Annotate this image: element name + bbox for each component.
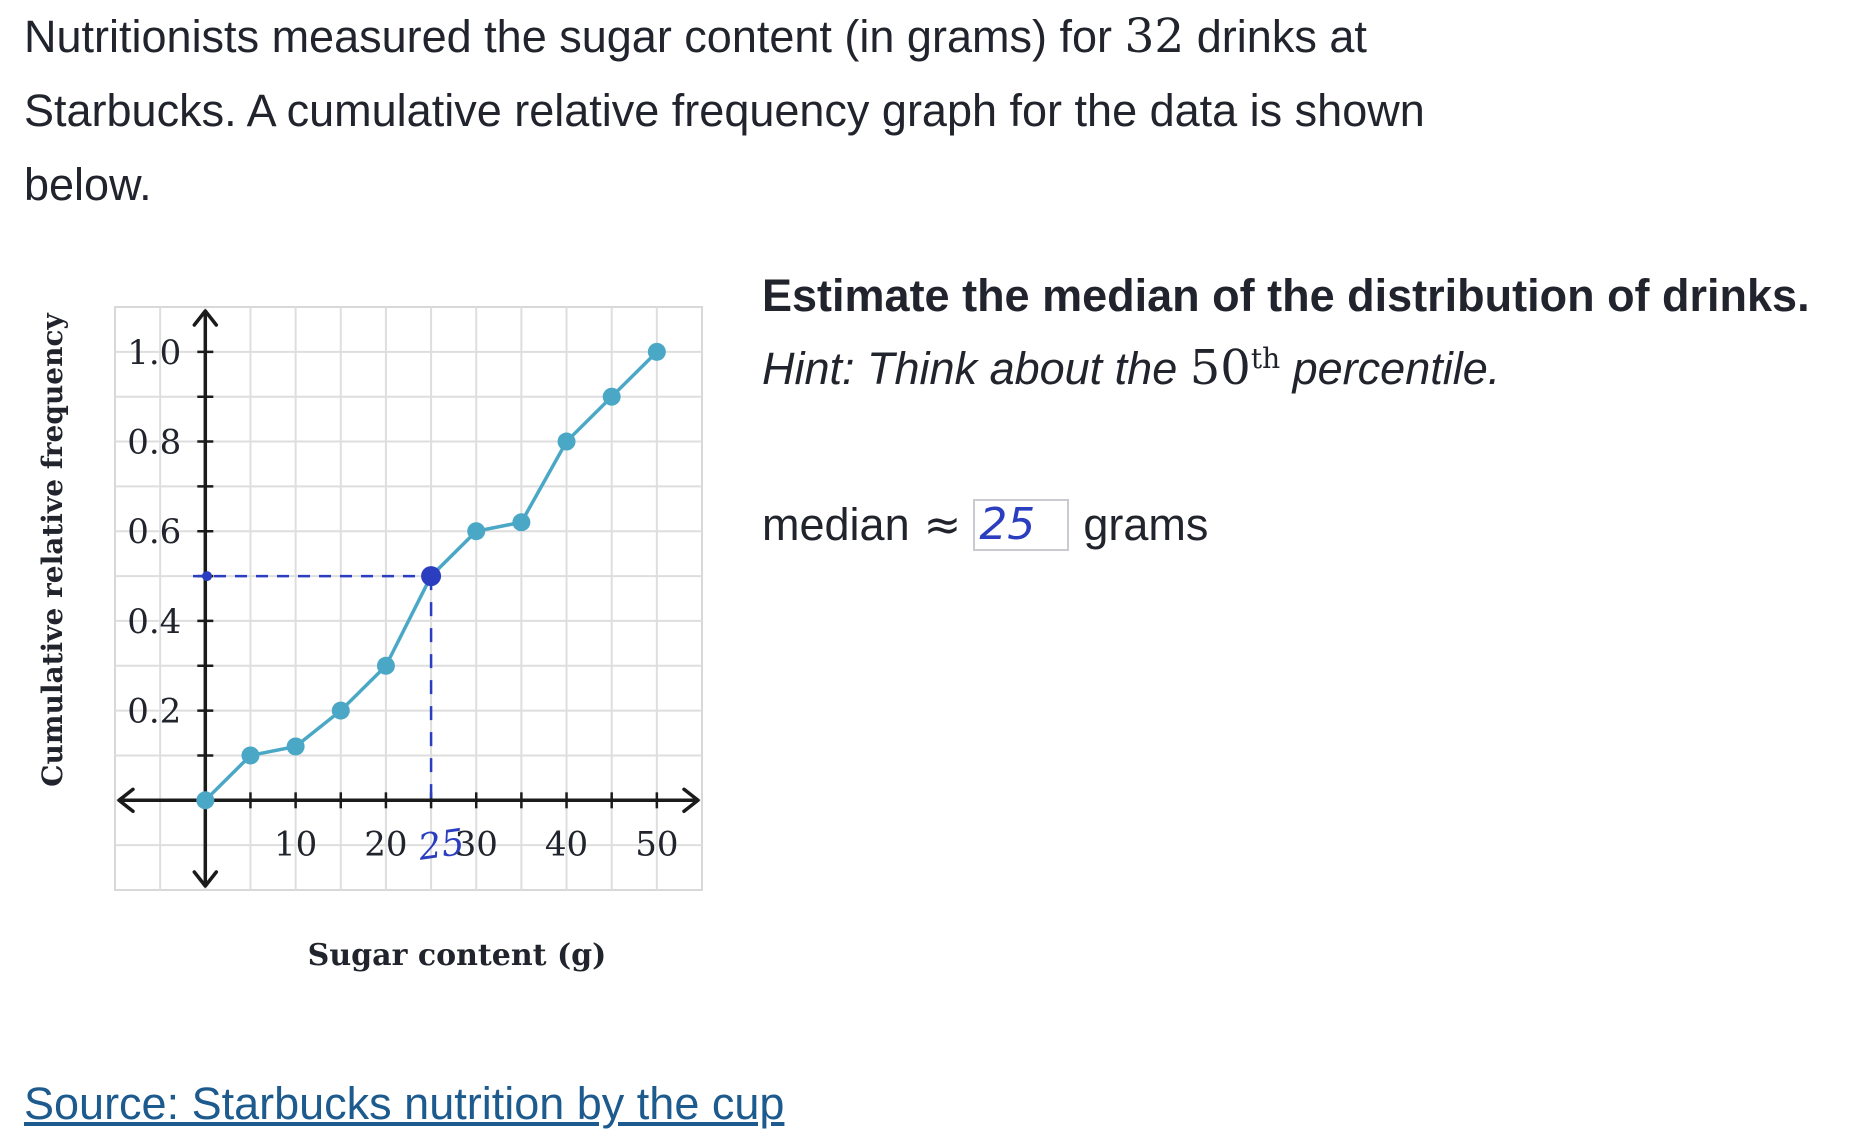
y-tick-label: 0.6 bbox=[127, 512, 181, 552]
approx-symbol: ≈ bbox=[923, 498, 962, 551]
y-axis-label: Cumulative relative frequency bbox=[36, 312, 69, 786]
data-point bbox=[557, 432, 576, 451]
x-axis-label: Sugar content (g) bbox=[308, 938, 607, 973]
intro-paragraph: Nutritionists measured the sugar content… bbox=[24, 0, 1504, 222]
hint-number: 50 bbox=[1189, 340, 1251, 396]
x-axis-arrow-right bbox=[682, 787, 700, 814]
question-text: Estimate the median of the distribution … bbox=[762, 270, 1810, 321]
data-point bbox=[512, 513, 531, 532]
intro-text-before: Nutritionists measured the sugar content… bbox=[24, 11, 1125, 62]
cumulative-frequency-chart: 10 20 30 40 50 0.2 0.4 0.6 0.8 1.0 25 Cumulative … bbox=[36, 306, 703, 973]
chart-axes bbox=[117, 309, 700, 888]
median-point bbox=[421, 566, 442, 587]
chart-ticks: 10 20 30 40 50 0.2 0.4 0.6 0.8 1.0 bbox=[127, 333, 678, 864]
y-axis-arrow-down bbox=[192, 870, 219, 888]
data-point bbox=[647, 342, 666, 361]
median-handwritten-label: 25 bbox=[415, 822, 467, 869]
data-point bbox=[331, 701, 350, 720]
data-point bbox=[196, 791, 215, 810]
y-tick-label: 1.0 bbox=[127, 333, 181, 373]
data-point bbox=[467, 522, 486, 541]
data-point bbox=[602, 387, 621, 406]
y-tick-label: 0.2 bbox=[127, 692, 181, 732]
intro-count: 32 bbox=[1124, 9, 1185, 64]
x-tick-label: 50 bbox=[635, 824, 678, 864]
hint-after: percentile. bbox=[1280, 343, 1501, 394]
source-link[interactable]: Source: Starbucks nutrition by the cup bbox=[24, 1078, 785, 1129]
answer-label: median bbox=[762, 498, 910, 550]
median-answer-input[interactable]: 25 bbox=[973, 498, 1070, 551]
grid-border bbox=[114, 306, 703, 891]
data-point bbox=[286, 737, 305, 756]
x-axis-arrow-left bbox=[117, 787, 135, 814]
y-tick-label: 0.4 bbox=[127, 602, 181, 642]
x-tick-label: 40 bbox=[545, 824, 588, 864]
intro-text-after: drinks at Starbucks. A cumulative relati… bbox=[24, 11, 1425, 210]
hint-superscript: th bbox=[1250, 342, 1281, 375]
hint-text: Hint: Think about the 50th percentile. bbox=[762, 340, 1500, 396]
data-series bbox=[196, 342, 666, 810]
answer-unit: grams bbox=[1083, 498, 1209, 550]
hint-before: Hint: Think about the bbox=[762, 343, 1190, 394]
x-tick-label: 20 bbox=[364, 824, 407, 864]
x-tick-label: 30 bbox=[455, 824, 498, 864]
median-guides: 25 bbox=[193, 571, 467, 869]
y-axis-arrow-up bbox=[192, 309, 219, 327]
data-point bbox=[241, 746, 260, 765]
y-tick-label: 0.8 bbox=[127, 423, 181, 463]
median-guide-start-dot bbox=[202, 571, 212, 582]
answer-row: median ≈ 25 grams bbox=[762, 498, 1208, 551]
x-tick-label: 10 bbox=[274, 824, 317, 864]
data-point bbox=[376, 656, 395, 675]
